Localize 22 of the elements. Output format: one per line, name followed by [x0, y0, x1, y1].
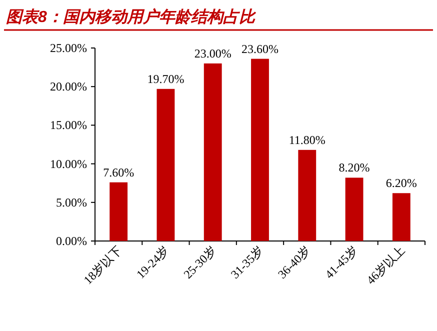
y-tick-label: 5.00% — [56, 195, 87, 210]
y-tick-label: 20.00% — [50, 80, 87, 94]
bar — [156, 88, 175, 241]
data-label: 7.60% — [103, 165, 134, 180]
data-label: 23.00% — [194, 46, 232, 60]
data-label: 8.20% — [338, 160, 370, 175]
bar — [298, 150, 316, 241]
y-tick-label: 25.00% — [50, 41, 87, 55]
y-tick-label: 10.00% — [50, 156, 87, 171]
bar — [204, 63, 222, 241]
chart-title: 图表8：国内移动用户年龄结构占比 — [6, 8, 257, 26]
bar — [392, 193, 410, 241]
y-tick-label: 0.00% — [56, 234, 87, 248]
x-tick-label: 46岁以上 — [364, 243, 408, 288]
y-tick-label: 15.00% — [50, 118, 87, 132]
bar — [251, 58, 269, 241]
bar — [110, 182, 128, 241]
bar — [345, 178, 364, 241]
data-label: 19.70% — [147, 72, 184, 86]
data-label: 6.20% — [386, 176, 417, 190]
data-label: 23.60% — [242, 42, 278, 56]
data-label: 11.80% — [288, 132, 326, 147]
